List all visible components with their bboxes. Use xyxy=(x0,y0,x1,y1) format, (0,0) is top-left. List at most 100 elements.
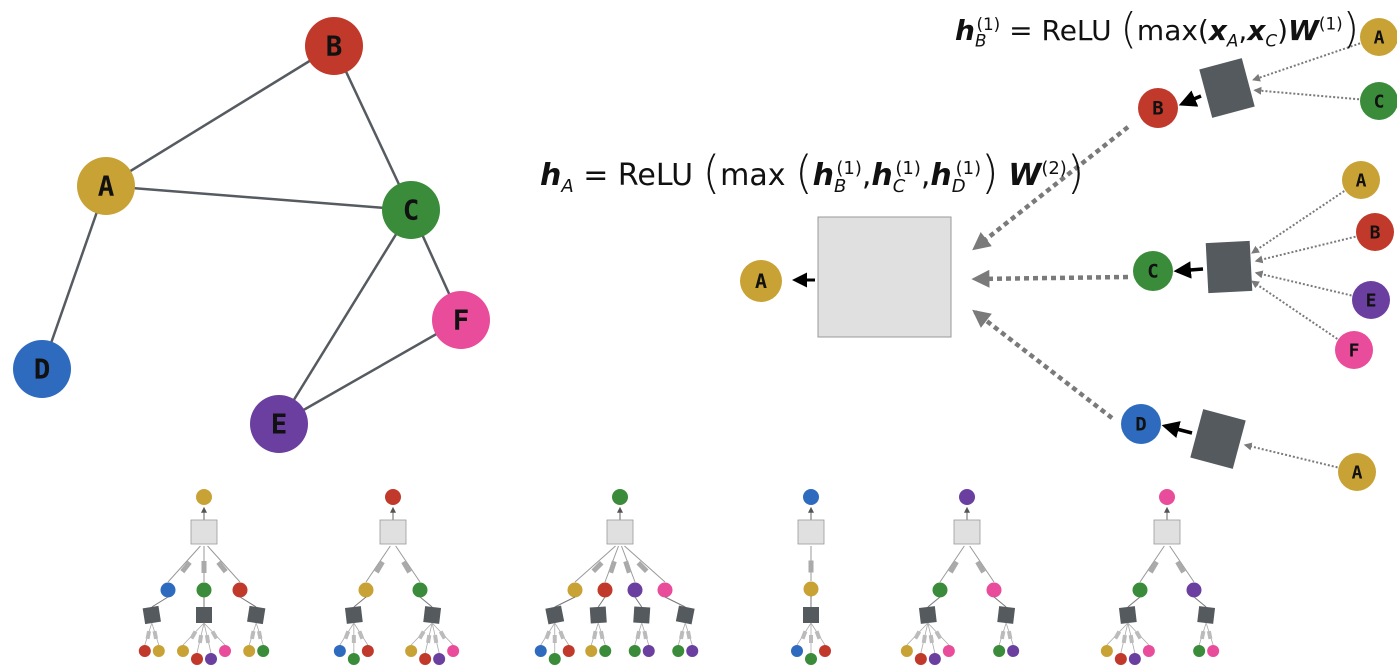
mini-tree-F-leaf-0-3-F xyxy=(1142,645,1155,657)
eq-hB-lhs-sup: (1) xyxy=(976,13,1001,34)
eq-hB-x1: x xyxy=(1208,14,1227,48)
comp-node-layer2-C-E-circle xyxy=(1352,281,1390,319)
eq-hA-open-paren-outer: ( xyxy=(702,146,721,199)
eq-hB-w-sup: (1) xyxy=(1318,13,1343,34)
mini-tree-C-agg1-2 xyxy=(633,606,651,624)
mini-tree-F-leaf-0-2-E xyxy=(1128,653,1141,665)
mini-tree-B-leaf-chip-1-2 xyxy=(433,634,439,644)
mini-tree-C-leaf-0-1-C-circle xyxy=(548,653,561,665)
mini-tree-B-leaf-1-2-E-circle xyxy=(433,653,446,665)
eq-hA-t3-sup: (1) xyxy=(955,157,982,179)
mini-tree-C-level1-F-3-circle xyxy=(657,582,673,598)
comp-node-layer2-C-A-label: A xyxy=(1356,170,1367,191)
mini-tree-A-leaf-1-2-E xyxy=(205,653,217,665)
mini-tree-B-agg1-1 xyxy=(423,606,442,624)
comp-node-layer2-C-B-label: B xyxy=(1370,222,1381,243)
graph-edge-EF xyxy=(278,318,462,426)
dotted-arrow-C-to-agg xyxy=(971,269,1129,288)
mini-tree-C-leaf-chip-0-2 xyxy=(558,630,566,640)
graph-node-A-label: A xyxy=(98,171,115,203)
graph-edge-AD xyxy=(40,185,108,370)
mini-tree-A-leaf-2-1-C xyxy=(257,645,270,657)
graph-node-A-circle xyxy=(77,157,135,215)
mini-tree-B-agg1-0 xyxy=(344,606,363,624)
mini-tree-E-leaf-chip-0-1 xyxy=(921,634,927,644)
mini-tree-E-leaf-1-0-C xyxy=(993,645,1006,657)
eq-hA-op: = ReLU xyxy=(583,157,694,193)
output-arrow-B xyxy=(1178,90,1202,107)
mini-tree-C-level1-A-0 xyxy=(567,582,583,598)
mini-tree-C-leaf-chip-1-1 xyxy=(599,630,605,640)
mini-tree-C-agg1-link-3 xyxy=(664,596,686,608)
dotted-arrow-B-to-agg-C xyxy=(1254,235,1356,264)
mini-tree-C-level1-E-2 xyxy=(627,582,643,598)
dotted-arrow-C-to-agg-B xyxy=(1253,86,1360,101)
mini-tree-C-agg1-3 xyxy=(675,605,695,625)
mini-tree-A-edge-chip-B xyxy=(216,560,228,574)
mini-tree-B-leaf-1-0-A-circle xyxy=(405,645,418,657)
eq-hA-t2-sub: C xyxy=(892,175,906,197)
mini-tree-C-link-F xyxy=(624,545,666,583)
comp-node-layer2-B-A: A xyxy=(1360,18,1397,56)
mini-tree-B-leaf-1-1-B xyxy=(419,653,432,665)
mini-tree-A-leaf-0-1-A xyxy=(152,645,165,657)
mini-tree-B-leaf-1-3-F-circle xyxy=(447,645,460,657)
mini-tree-D-edge-chip-A xyxy=(808,560,814,573)
mini-tree-E-leaf-0-0-A-circle xyxy=(900,645,913,657)
mini-tree-F-leaf-chip-0-2 xyxy=(1128,634,1134,644)
mini-tree-A-leaf-chip-1-3 xyxy=(210,630,219,640)
mini-tree-E-edge-chip-F xyxy=(975,560,986,574)
mini-tree-D-leaf-chip-0-0 xyxy=(800,630,808,640)
mini-tree-F-level1-E-1-circle xyxy=(1186,582,1202,598)
mini-tree-E-agg1-0 xyxy=(918,606,937,624)
eq-hA-t1: h xyxy=(812,157,834,193)
mini-tree-E-leaf-chip-1-0 xyxy=(999,630,1006,640)
mini-tree-E-leaf-1-1-E-circle xyxy=(1007,645,1020,657)
mini-tree-E-leaf-1-0-C-circle xyxy=(993,645,1006,657)
comp-node-layer2-D-A: A xyxy=(1338,453,1376,491)
comp-node-target-A-circle xyxy=(740,260,782,302)
eq-hA-comma1: , xyxy=(861,157,872,193)
eq-hA-open-paren-inner: ( xyxy=(795,146,813,199)
comp-node-layer2-B-A-circle xyxy=(1360,18,1397,56)
eq-hB-x2-sub: C xyxy=(1265,30,1278,51)
mini-tree-A-leaf-chip-2-0 xyxy=(249,630,256,640)
mini-tree-F-leaf-1-1-F-circle xyxy=(1207,645,1220,657)
mini-tree-A-leaf-chip-2-1 xyxy=(256,630,263,640)
graph-edge-AC xyxy=(105,184,412,212)
mini-tree-F-root xyxy=(1159,489,1175,505)
graph-node-F-circle xyxy=(432,291,490,349)
output-arrow-D xyxy=(1161,421,1193,438)
mini-tree-C-leaf-chip-3-1 xyxy=(686,630,692,640)
mini-tree-C-leaf-3-0-C-circle xyxy=(672,645,685,657)
mini-tree-B-leaf-0-0-D-circle xyxy=(333,645,346,657)
eq-hB-lhs: h xyxy=(955,14,975,48)
mini-tree-C-leaf-0-1-C xyxy=(548,653,561,665)
aggregator-layer1-B xyxy=(1199,58,1255,118)
mini-tree-C-link-A xyxy=(574,545,616,583)
mini-tree-E-agg1-link-0 xyxy=(927,596,941,608)
mini-tree-C-leaf-0-0-D xyxy=(534,645,547,657)
mini-tree-E-level1-F-1-circle xyxy=(986,582,1002,598)
comp-node-layer1-B: B xyxy=(1138,88,1178,128)
eq-hB-lhs-sub: B xyxy=(974,30,987,51)
equation-hA: hA = ReLU (max (hB(1),hC(1),hD(1)) W(2)) xyxy=(540,146,1084,199)
mini-tree-C-agg1-1 xyxy=(589,606,607,624)
comp-node-layer1-B-label: B xyxy=(1152,98,1163,120)
graph-node-E-label: E xyxy=(271,409,288,441)
graph-node-F: F xyxy=(432,291,490,349)
mini-tree-B-agg1-link-1 xyxy=(419,596,433,608)
dotted-arrow-D-to-agg xyxy=(972,309,1114,420)
mini-tree-F-leaf-0-1-B xyxy=(1114,653,1127,665)
mini-tree-E-leaf-0-0-A xyxy=(900,645,913,657)
eq-hB-close-paren: ) xyxy=(1342,4,1360,53)
comp-node-target-A: A xyxy=(740,260,782,302)
graph-node-E: E xyxy=(250,395,308,453)
mini-tree-B-level1-C-1-circle xyxy=(412,582,428,598)
comp-node-layer2-B-C-circle xyxy=(1360,82,1397,120)
mini-tree-B-root-circle xyxy=(385,489,401,505)
mini-tree-C-leaf-2-0-C xyxy=(628,645,641,657)
comp-node-target-A-label: A xyxy=(755,269,767,293)
mini-tree-C-leaf-0-2-B xyxy=(562,645,575,657)
mini-tree-B-leaf-1-1-B-circle xyxy=(419,653,432,665)
